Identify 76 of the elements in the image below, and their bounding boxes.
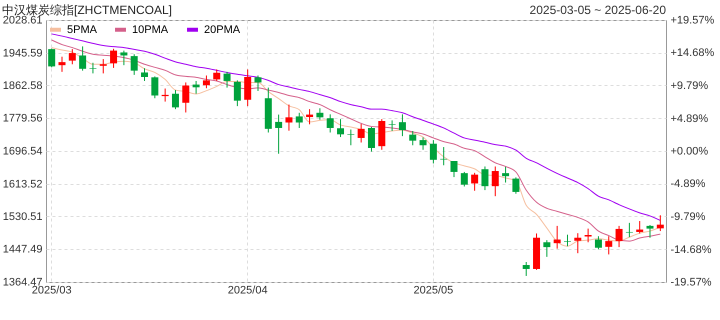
text: 2025-03-05 ~ 2025-06-20 (530, 3, 666, 17)
candlestick (254, 75, 262, 92)
candlestick (512, 176, 520, 194)
y-tick-label: 1779.56 (2, 112, 42, 125)
candlestick (130, 54, 138, 76)
candlestick (141, 68, 148, 82)
candlestick (48, 48, 56, 68)
y2-tick-label: -4.89% (670, 178, 706, 190)
candlestick (481, 166, 488, 191)
candlestick (275, 114, 282, 154)
candlestick (182, 82, 190, 113)
x-tick-label: 2025/04 (228, 284, 268, 296)
y2-tick-label: -9.79% (670, 211, 706, 224)
candlestick (89, 62, 96, 74)
candlestick (172, 90, 179, 110)
y2-tick-label: +14.68% (670, 47, 714, 60)
y2-tick-label: -14.68% (670, 244, 712, 256)
candlestick (58, 56, 66, 72)
candlestick (430, 140, 437, 164)
candlestick (420, 136, 427, 150)
legend-label: 10PMA (132, 24, 169, 36)
candlestick (471, 172, 478, 192)
y2-tick-label: +9.79% (670, 80, 708, 92)
candlestick (110, 48, 118, 68)
y-tick-label: 2028.61 (2, 14, 42, 26)
candlestick (234, 80, 241, 107)
x-tick-label: 2025/03 (32, 284, 72, 296)
y-tick-label: 1447.49 (2, 244, 42, 256)
candlestick (636, 220, 644, 234)
candlestick (460, 171, 468, 187)
candlestick (316, 108, 324, 120)
candlestick (120, 50, 128, 66)
candlestick (79, 46, 86, 72)
y2-tick-label: +19.57% (670, 14, 714, 26)
candlestick (337, 118, 344, 138)
chart-title: 中汉煤炭综指[ZHCTMENCOAL] (2, 3, 172, 17)
candlestick (68, 48, 76, 65)
candlestick (656, 214, 664, 232)
candlestick (202, 75, 210, 89)
candlestick (285, 104, 292, 132)
candlestick (646, 224, 654, 238)
candlestick (326, 114, 334, 134)
candlestick (358, 124, 365, 143)
candlestick (296, 112, 303, 128)
candlestick (574, 232, 582, 254)
candlestick (192, 80, 200, 94)
candlestick (398, 114, 406, 137)
candlestick (306, 108, 314, 125)
candlestick (409, 130, 416, 146)
candlestick (594, 236, 602, 250)
legend-label: 5PMA (67, 24, 98, 36)
y-tick-label: 1862.58 (2, 80, 42, 92)
candlestick (151, 76, 158, 99)
candlestick (450, 160, 458, 178)
x-tick-label: 2025/05 (413, 284, 454, 296)
y2-tick-label: +0.00% (670, 146, 708, 158)
y2-tick-label: +4.89% (670, 112, 708, 125)
candlestick (543, 240, 550, 258)
legend-label: 20PMA (204, 24, 241, 36)
candlestick (522, 261, 530, 276)
y-tick-label: 1696.54 (2, 146, 42, 158)
candlestick (605, 236, 612, 255)
candlestick (502, 166, 510, 184)
y-tick-label: 1530.51 (2, 211, 42, 223)
candlestick (616, 225, 623, 248)
y2-tick-label: -19.57% (670, 276, 712, 288)
candlestick (584, 228, 592, 243)
candlestick (244, 68, 252, 107)
y-tick-label: 1945.59 (2, 47, 42, 60)
candlestick (213, 68, 220, 82)
candlestick (492, 166, 499, 197)
candlestick (368, 126, 375, 152)
y-tick-label: 1613.52 (2, 178, 42, 190)
candlestick (100, 58, 107, 74)
candlestick (224, 71, 231, 88)
candlestick (554, 225, 561, 250)
